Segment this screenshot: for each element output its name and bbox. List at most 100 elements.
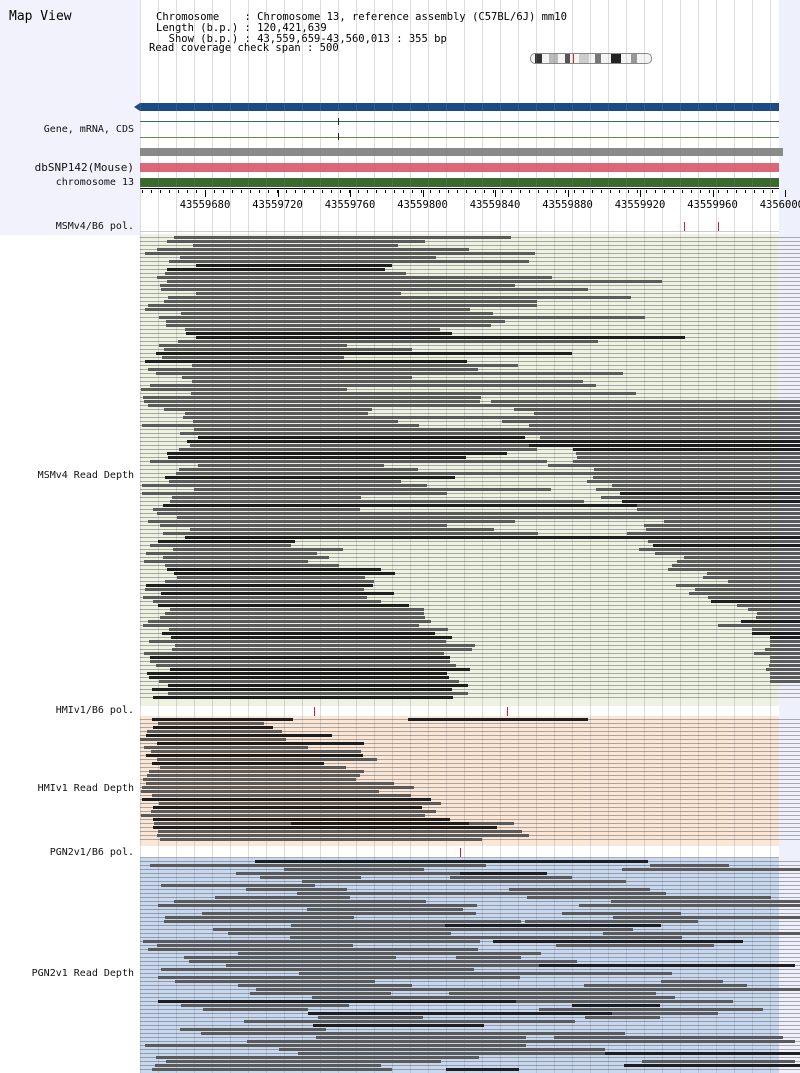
track-label-gene: Gene, mRNA, CDS (43, 124, 134, 135)
ruler-tick-label: 43559880 (542, 199, 593, 211)
read-bar (297, 892, 463, 895)
read-bar (757, 612, 800, 615)
read-bar (661, 980, 723, 983)
cds-line[interactable] (140, 137, 779, 138)
ruler-tick-label: 43559800 (397, 199, 448, 211)
read-bar (603, 932, 800, 935)
msm-snp-mark[interactable] (718, 222, 719, 231)
read-bar (173, 900, 427, 903)
gene-bar[interactable] (140, 103, 779, 111)
coverage-line (140, 309, 800, 310)
read-bar (573, 460, 800, 463)
dbsnp-bar[interactable] (140, 163, 779, 172)
read-bar (140, 738, 286, 741)
read-bar (159, 316, 646, 319)
ruler-minor-tick (259, 190, 260, 193)
ruler-minor-tick (727, 190, 728, 193)
coverage-line (140, 653, 800, 654)
read-bar (151, 750, 361, 753)
read-bar (158, 604, 410, 607)
pgn-snp-mark[interactable] (460, 848, 461, 857)
ruler-minor-tick (457, 190, 458, 193)
read-bar (650, 536, 800, 539)
read-bar (152, 1068, 392, 1071)
read-bar (573, 448, 800, 451)
ruler-axis (140, 188, 779, 189)
coverage-line (140, 869, 800, 870)
read-bar (152, 508, 361, 511)
read-bar (149, 640, 446, 643)
app-title: Map View (9, 9, 72, 24)
coverage-line (140, 779, 800, 780)
read-bar (604, 1052, 800, 1055)
hmi-snp-mark[interactable] (314, 707, 315, 716)
chromosome-bar[interactable] (140, 178, 779, 187)
track-label-pgn-pol: PGN2v1/B6 pol. (49, 847, 134, 858)
read-bar (145, 1044, 527, 1047)
read-bar (165, 916, 355, 919)
read-bar (539, 964, 796, 967)
read-bar (198, 436, 525, 439)
ruler-tick-label: 43559960 (687, 199, 738, 211)
read-bar (246, 888, 348, 891)
chromosome-ideogram[interactable] (530, 53, 652, 64)
read-bar (736, 604, 800, 607)
hmi-snp-mark[interactable] (507, 707, 508, 716)
coverage-line (140, 581, 800, 582)
read-bar (195, 336, 686, 339)
read-bar (143, 396, 482, 399)
read-bar (166, 1060, 441, 1063)
coverage-line (140, 613, 800, 614)
read-bar (431, 1032, 626, 1035)
read-bar (157, 904, 478, 907)
coverage-line (140, 477, 800, 478)
read-bar (164, 920, 521, 923)
ruler-minor-tick (178, 190, 179, 193)
read-bar (150, 864, 487, 867)
coverage-line (140, 457, 800, 458)
coverage-line (140, 985, 800, 986)
coverage-line (140, 357, 800, 358)
coverage-line (140, 763, 800, 764)
read-bar (187, 440, 593, 443)
read-bar (547, 464, 800, 467)
ruler-minor-tick (673, 190, 674, 193)
read-bar (172, 548, 343, 551)
ruler-minor-tick (403, 190, 404, 193)
read-bar (189, 528, 495, 531)
read-bar (316, 1036, 527, 1039)
coverage-line (140, 1065, 800, 1066)
coverage-line (140, 799, 800, 800)
coverage-line (140, 265, 800, 266)
coverage-line (140, 767, 800, 768)
coverage-line (140, 589, 800, 590)
mrna-line[interactable] (140, 121, 779, 122)
ruler-minor-tick (295, 190, 296, 193)
read-bar (627, 988, 800, 991)
read-bar (528, 424, 800, 427)
ruler-minor-tick (574, 190, 575, 193)
coverage-line (140, 693, 800, 694)
read-bar (260, 876, 362, 879)
read-bar (594, 468, 800, 471)
read-bar (490, 400, 800, 403)
ruler-minor-tick (646, 190, 647, 193)
track-label-chrom: chromosome 13 (55, 177, 134, 188)
coverage-line (140, 409, 800, 410)
coverage-line (140, 641, 800, 642)
read-bar (313, 1024, 484, 1027)
read-bar (528, 444, 800, 447)
coverage-line (140, 241, 800, 242)
ruler-tick (277, 190, 279, 197)
read-bar (146, 552, 318, 555)
ruler-tick (205, 190, 206, 197)
read-bar (307, 908, 463, 911)
read-bar (161, 592, 395, 595)
coverage-line (140, 621, 800, 622)
read-bar (562, 912, 681, 915)
msm-snp-mark[interactable] (684, 222, 685, 231)
coverage-line (140, 561, 800, 562)
read-bar (600, 496, 800, 499)
read-bar (770, 636, 800, 639)
read-bar (707, 572, 800, 575)
